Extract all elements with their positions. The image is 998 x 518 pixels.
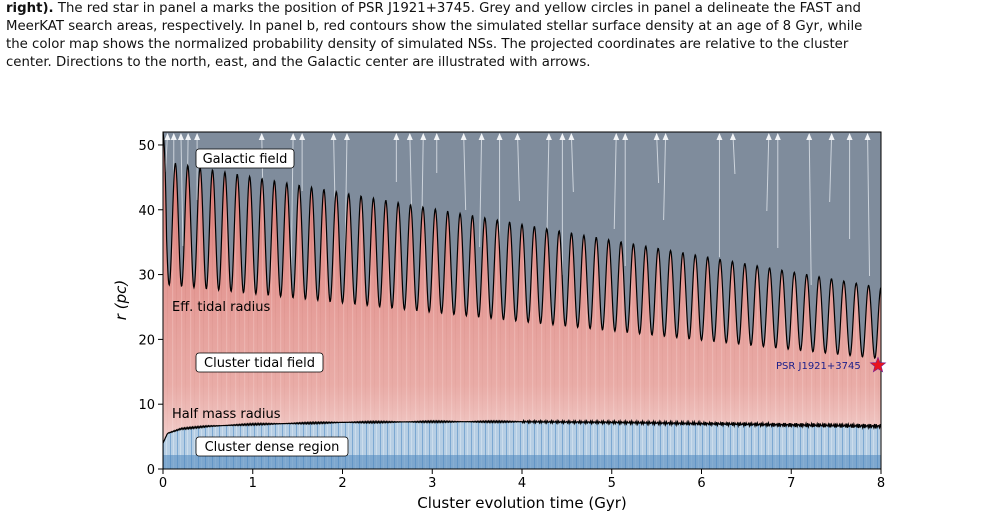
x-axis-label: Cluster evolution time (Gyr) [417, 494, 627, 512]
escape-arrow-icon [716, 133, 723, 140]
y-axis-label: r (pc) [112, 280, 130, 320]
y-tick-label: 0 [147, 463, 155, 478]
escape-arrow-icon [478, 133, 485, 140]
escape-trajectory-line [867, 133, 871, 277]
dense-core-band [163, 455, 881, 469]
escape-arrow-icon [330, 133, 337, 140]
escape-trajectory-line [164, 133, 168, 173]
x-tick-label: 0 [159, 476, 167, 491]
x-tick-label: 2 [338, 476, 346, 491]
x-tick-label: 5 [608, 476, 616, 491]
escape-arrow-icon [806, 133, 813, 140]
y-tick-label: 30 [138, 269, 155, 284]
escape-arrow-icon [864, 133, 871, 140]
plot-area [163, 132, 881, 469]
pulsar-star-icon [869, 356, 887, 373]
escape-arrow-icon [406, 133, 413, 140]
caption-line-4: center. Directions to the north, east, a… [6, 55, 591, 70]
escape-trajectory-line [656, 133, 660, 184]
escape-arrow-icon [393, 133, 400, 140]
escape-arrow-icon [662, 133, 669, 140]
escape-arrow-icon [290, 133, 297, 140]
escape-arrow-icon [613, 133, 620, 140]
escape-trajectory-line [766, 133, 770, 212]
caption-line-3: the color map shows the normalized proba… [6, 37, 849, 52]
escape-arrow-icon [194, 133, 201, 140]
figure-caption: right). The red star in panel a marks th… [6, 0, 992, 72]
label-cluster-dense-region: Cluster dense region [195, 436, 349, 457]
label-half-mass-radius: Half mass radius [172, 407, 281, 422]
escape-trajectory-line [409, 133, 413, 220]
escape-arrow-icon [420, 133, 427, 140]
escape-trajectory-line [613, 133, 617, 230]
svg-text:Cluster dense region: Cluster dense region [205, 440, 340, 455]
escape-arrow-icon [185, 133, 192, 140]
x-tick-label: 3 [428, 476, 436, 491]
escape-trajectory-line [570, 133, 574, 193]
caption-line-2: MeerKAT search areas, respectively. In p… [6, 19, 863, 34]
escape-arrow-icon [514, 133, 521, 140]
escape-arrow-icon [828, 133, 835, 140]
half-mass-radius-curve [163, 418, 881, 444]
caption-line-1: The red star in panel a marks the positi… [53, 1, 861, 16]
x-axis: 0 1 2 3 4 5 6 7 8 [159, 469, 885, 491]
escape-arrow-icon [774, 133, 781, 140]
escape-trajectory-line [180, 133, 184, 247]
escape-arrow-icon [170, 133, 177, 140]
label-tidal-radius: Eff. tidal radius [172, 300, 271, 315]
label-cluster-tidal-field: Cluster tidal field [195, 352, 324, 373]
y-tick-label: 10 [138, 398, 155, 413]
label-galactic-field: Galactic field [195, 148, 295, 169]
escape-arrow-icon [460, 133, 467, 140]
escape-arrow-icon [765, 133, 772, 140]
escape-arrow-icon [299, 133, 306, 140]
escape-arrow-icon [559, 133, 566, 140]
escape-arrow-icon [496, 133, 503, 140]
escape-arrow-icon [258, 133, 265, 140]
x-tick-label: 7 [787, 476, 795, 491]
escape-trajectory-line [463, 133, 467, 211]
escape-trajectory-line [732, 133, 736, 175]
x-tick-label: 6 [697, 476, 705, 491]
escape-trajectory-line [546, 133, 550, 239]
escape-arrow-icon [729, 133, 736, 140]
y-tick-label: 50 [138, 139, 155, 154]
tidal-field-fade [163, 132, 881, 469]
x-tick-label: 1 [249, 476, 257, 491]
escape-trajectory-line [517, 133, 521, 202]
escape-trajectory-line [808, 133, 812, 286]
escape-arrow-icon [622, 133, 629, 140]
y-axis: 0 10 20 30 40 50 [138, 139, 163, 478]
escape-arrow-icon [164, 133, 171, 140]
escape-arrow-icon [177, 133, 184, 140]
escape-arrow-icon [653, 133, 660, 140]
escape-trajectory-line [829, 133, 833, 203]
escape-trajectory-line [479, 133, 483, 248]
escape-arrow-icon [343, 133, 350, 140]
escape-arrow-icon [545, 133, 552, 140]
svg-text:Cluster tidal field: Cluster tidal field [204, 356, 315, 371]
escape-arrow-icon [846, 133, 853, 140]
escape-arrow-icon [568, 133, 575, 140]
tidal-radius-curve [163, 132, 881, 360]
y-tick-label: 40 [138, 204, 155, 219]
svg-text:Galactic field: Galactic field [203, 152, 288, 167]
y-tick-label: 20 [138, 333, 155, 348]
pulsar-label: PSR J1921+3745 [776, 361, 861, 372]
caption-bold-lead: right). [6, 1, 54, 16]
escape-trajectory-line [663, 133, 667, 221]
x-tick-label: 4 [518, 476, 526, 491]
x-tick-label: 8 [877, 476, 885, 491]
escape-arrow-icon [433, 133, 440, 140]
